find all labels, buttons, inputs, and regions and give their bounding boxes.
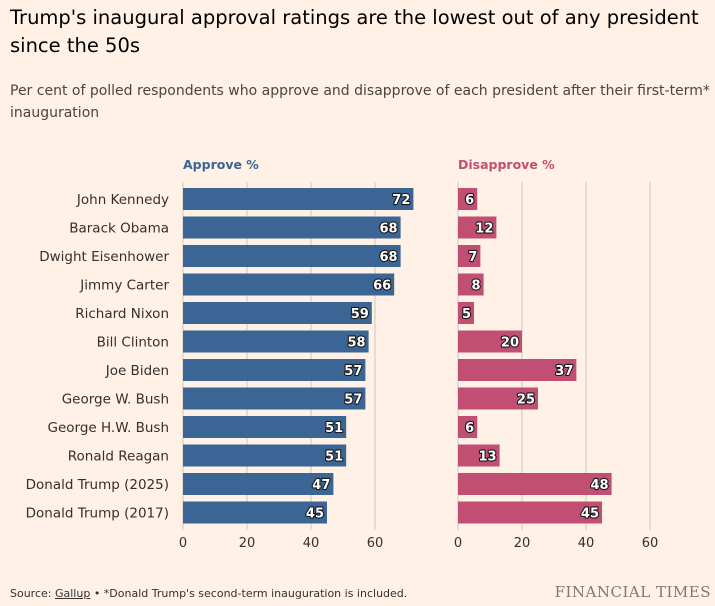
approve-tick-label: 0 xyxy=(179,536,187,551)
category-label: Dwight Eisenhower xyxy=(39,249,169,265)
disapprove-data-label: 6 xyxy=(465,421,474,436)
category-label: Barack Obama xyxy=(69,221,169,237)
approve-bar xyxy=(183,473,334,495)
approve-bar xyxy=(183,273,395,296)
ft-logo: FINANCIAL TIMES xyxy=(554,583,711,601)
disapprove-data-label: 5 xyxy=(462,307,471,322)
disapprove-data-label: 6 xyxy=(465,193,474,208)
disapprove-data-label: 8 xyxy=(472,279,481,294)
disapprove-bar xyxy=(458,387,538,410)
disapprove-bar xyxy=(458,302,474,324)
approve-data-label: 72 xyxy=(392,193,410,208)
disapprove-bar xyxy=(458,501,602,524)
approve-tick-label: 20 xyxy=(239,536,256,551)
approve-tick-label: 60 xyxy=(367,536,384,551)
disapprove-bar xyxy=(458,188,478,210)
disapprove-data-label: 12 xyxy=(475,222,493,237)
approve-data-label: 59 xyxy=(351,307,369,322)
approve-bar xyxy=(183,216,401,239)
category-label: George W. Bush xyxy=(62,392,169,408)
approve-bar xyxy=(183,188,414,210)
disapprove-bar xyxy=(458,216,497,239)
disapprove-data-label: 37 xyxy=(555,364,573,379)
approve-data-label: 58 xyxy=(348,336,366,351)
approve-data-label: 66 xyxy=(373,279,391,294)
disapprove-data-label: 13 xyxy=(479,450,497,465)
disapprove-data-label: 20 xyxy=(501,336,519,351)
disapprove-data-label: 45 xyxy=(581,507,599,522)
disapprove-tick-label: 60 xyxy=(642,536,659,551)
disapprove-header: Disapprove % xyxy=(458,157,555,172)
disapprove-data-label: 25 xyxy=(517,393,535,408)
approve-data-label: 45 xyxy=(306,507,324,522)
disapprove-tick-label: 20 xyxy=(514,536,531,551)
approve-data-label: 57 xyxy=(344,364,362,379)
disapprove-data-label: 7 xyxy=(468,250,477,265)
approve-data-label: 68 xyxy=(380,250,398,265)
category-label: Richard Nixon xyxy=(75,306,169,322)
approve-bar xyxy=(183,245,401,267)
category-label: George H.W. Bush xyxy=(48,420,170,436)
category-label: Joe Biden xyxy=(105,363,169,379)
disapprove-bar xyxy=(458,273,484,296)
approve-data-label: 57 xyxy=(344,393,362,408)
bar-chart: Approve %0 20 40 60726868665958575751514745… xyxy=(26,157,659,551)
category-label: Donald Trump (2017) xyxy=(26,506,169,522)
approve-tick-label: 40 xyxy=(303,536,320,551)
disapprove-bar xyxy=(458,330,522,353)
disapprove-bar xyxy=(458,245,481,267)
approve-data-label: 51 xyxy=(325,450,343,465)
approve-bar xyxy=(183,416,347,438)
disapprove-tick-label: 40 xyxy=(578,536,595,551)
source-note: Source: Gallup • *Donald Trump's second-… xyxy=(10,587,407,600)
approve-header: Approve % xyxy=(183,157,259,172)
approve-bar xyxy=(183,501,327,524)
approve-data-label: 68 xyxy=(380,222,398,237)
approve-data-label: 51 xyxy=(325,421,343,436)
category-label: Ronald Reagan xyxy=(68,449,169,465)
approve-data-label: 47 xyxy=(312,478,330,493)
disapprove-bar xyxy=(458,416,478,438)
approve-bar xyxy=(183,330,369,353)
source-prefix: Source: xyxy=(10,587,55,600)
disapprove-bar xyxy=(458,444,500,467)
category-label: Jimmy Carter xyxy=(79,278,169,294)
category-label: Donald Trump (2025) xyxy=(26,477,169,493)
approve-bar xyxy=(183,359,366,381)
disapprove-bar xyxy=(458,473,612,495)
category-label: John Kennedy xyxy=(76,192,169,208)
source-link[interactable]: Gallup xyxy=(54,587,91,600)
disapprove-bar xyxy=(458,359,577,381)
disapprove-tick-label: 0 xyxy=(454,536,462,551)
chart-subtitle: Per cent of polled respondents who appro… xyxy=(10,83,710,121)
approve-bar xyxy=(183,444,347,467)
approve-bar xyxy=(183,302,372,324)
footnote: • *Donald Trump's second-term inaugurati… xyxy=(90,587,408,600)
category-label: Bill Clinton xyxy=(97,335,169,351)
disapprove-data-label: 48 xyxy=(591,478,609,493)
chart-title: Trump's inaugural approval ratings are t… xyxy=(10,6,699,57)
approve-bar xyxy=(183,387,366,410)
